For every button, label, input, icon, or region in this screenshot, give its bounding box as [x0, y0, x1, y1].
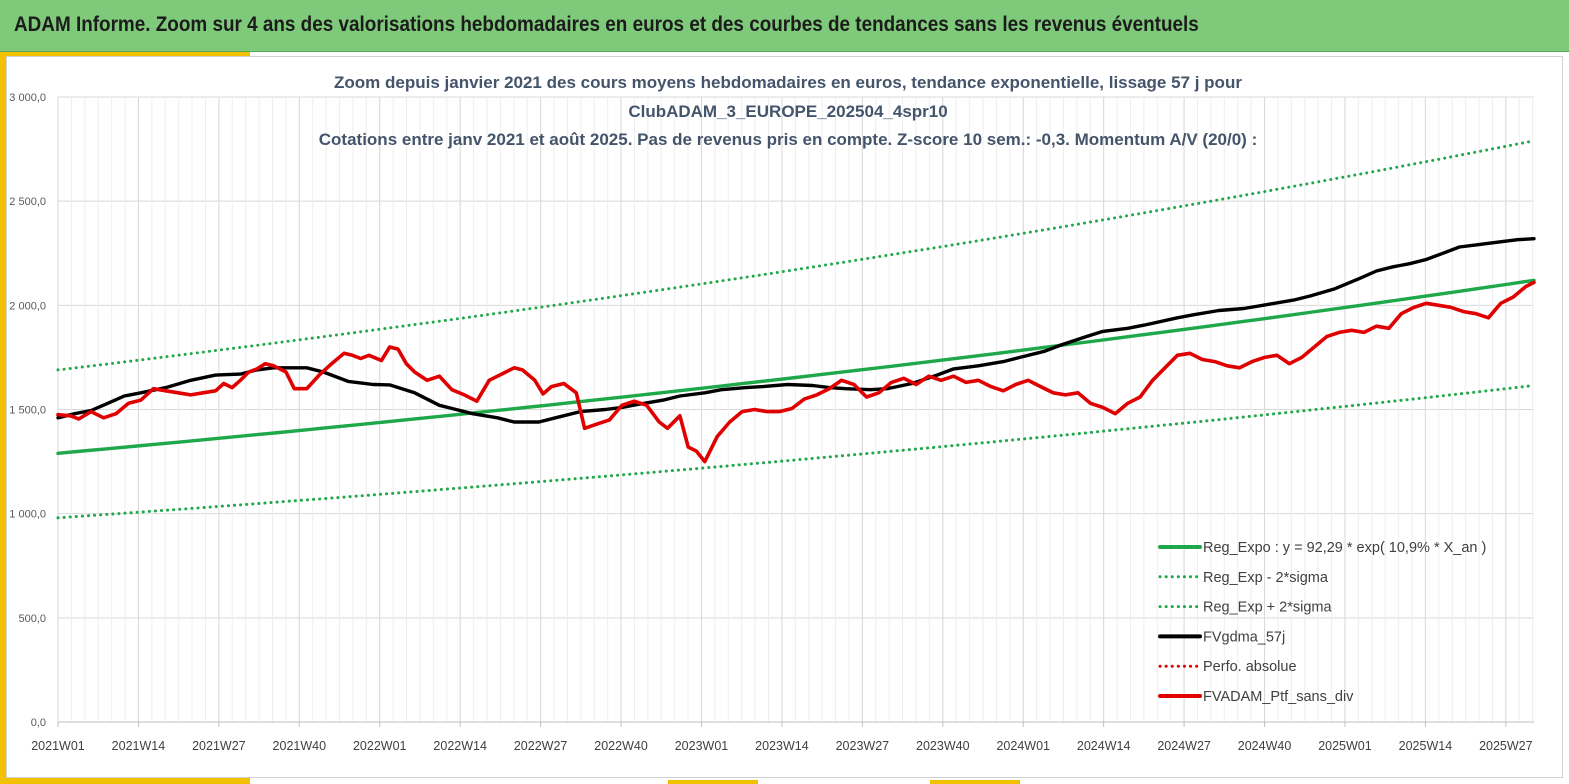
x-tick-label: 2025W01	[1318, 739, 1372, 753]
x-tick-label: 2023W27	[836, 739, 890, 753]
x-tick-label: 2024W14	[1077, 739, 1131, 753]
accent-stripe-left	[0, 52, 6, 784]
x-tick-label: 2022W01	[353, 739, 407, 753]
legend-label: Perfo. absolue	[1203, 659, 1297, 675]
y-tick-label: 0,0	[31, 717, 46, 729]
x-tick-label: 2021W27	[192, 739, 246, 753]
chart-title-line-2: ClubADAM_3_EUROPE_202504_4spr10	[628, 102, 947, 121]
x-tick-label: 2021W01	[31, 739, 85, 753]
x-tick-label: 2023W14	[755, 739, 809, 753]
y-tick-label: 2 500,0	[9, 196, 46, 208]
x-tick-label: 2025W27	[1479, 739, 1533, 753]
accent-stripe-bottom-mid	[668, 780, 758, 784]
series-line-2	[56, 139, 1536, 372]
grid-lines	[57, 96, 1534, 727]
accent-stripe-top	[0, 52, 250, 56]
x-axis-ticks: 2021W01 2021W14 2021W27 2021W40 2022W01 2022W…	[31, 739, 1532, 753]
x-tick-label: 2022W14	[433, 739, 487, 753]
x-tick-label: 2025W14	[1399, 739, 1453, 753]
legend-label: FVgdma_57j	[1203, 629, 1285, 645]
x-tick-label: 2024W27	[1157, 739, 1211, 753]
chart-title-line-3: Cotations entre janv 2021 et août 2025. …	[319, 130, 1257, 149]
chart-title: Zoom depuis janvier 2021 des cours moyen…	[319, 73, 1257, 149]
series-line-0	[56, 278, 1536, 455]
x-tick-label: 2024W40	[1238, 739, 1292, 753]
x-tick-label: 2021W14	[112, 739, 166, 753]
x-tick-label: 2023W40	[916, 739, 970, 753]
series-line-3	[56, 237, 1536, 424]
legend-label: FVADAM_Ptf_sans_div	[1203, 689, 1354, 705]
x-tick-label: 2022W27	[514, 739, 568, 753]
y-tick-label: 1 000,0	[9, 509, 46, 521]
y-axis-ticks: 0,0 500,0 1 000,0 1 500,0 2 000,0 2 500,0 3 00…	[9, 92, 46, 729]
y-tick-label: 1 500,0	[9, 405, 46, 417]
accent-stripe-bottom-right	[930, 780, 1020, 784]
chart-frame	[6, 56, 1563, 778]
x-tick-label: 2024W01	[996, 739, 1050, 753]
x-tick-label: 2022W40	[594, 739, 648, 753]
chart-title-line-1: Zoom depuis janvier 2021 des cours moyen…	[334, 73, 1242, 92]
y-tick-label: 2 000,0	[9, 300, 46, 312]
series-line-5	[56, 280, 1536, 464]
page-title: ADAM Informe. Zoom sur 4 ans des valoris…	[14, 13, 1199, 36]
legend-label: Reg_Exp + 2*sigma	[1203, 600, 1332, 616]
y-tick-label: 3 000,0	[9, 92, 46, 104]
x-tick-label: 2023W01	[675, 739, 729, 753]
chart-legend: Reg_Expo : y = 92,29 * exp( 10,9% * X_an…	[1158, 540, 1486, 705]
y-tick-label: 500,0	[18, 613, 46, 625]
header-banner: ADAM Informe. Zoom sur 4 ans des valoris…	[0, 0, 1569, 52]
legend-label: Reg_Exp - 2*sigma	[1203, 570, 1329, 586]
accent-stripe-bottom	[0, 778, 250, 784]
plot-series	[56, 139, 1536, 520]
x-tick-label: 2021W40	[273, 739, 327, 753]
legend-label: Reg_Expo : y = 92,29 * exp( 10,9% * X_an…	[1203, 540, 1486, 556]
